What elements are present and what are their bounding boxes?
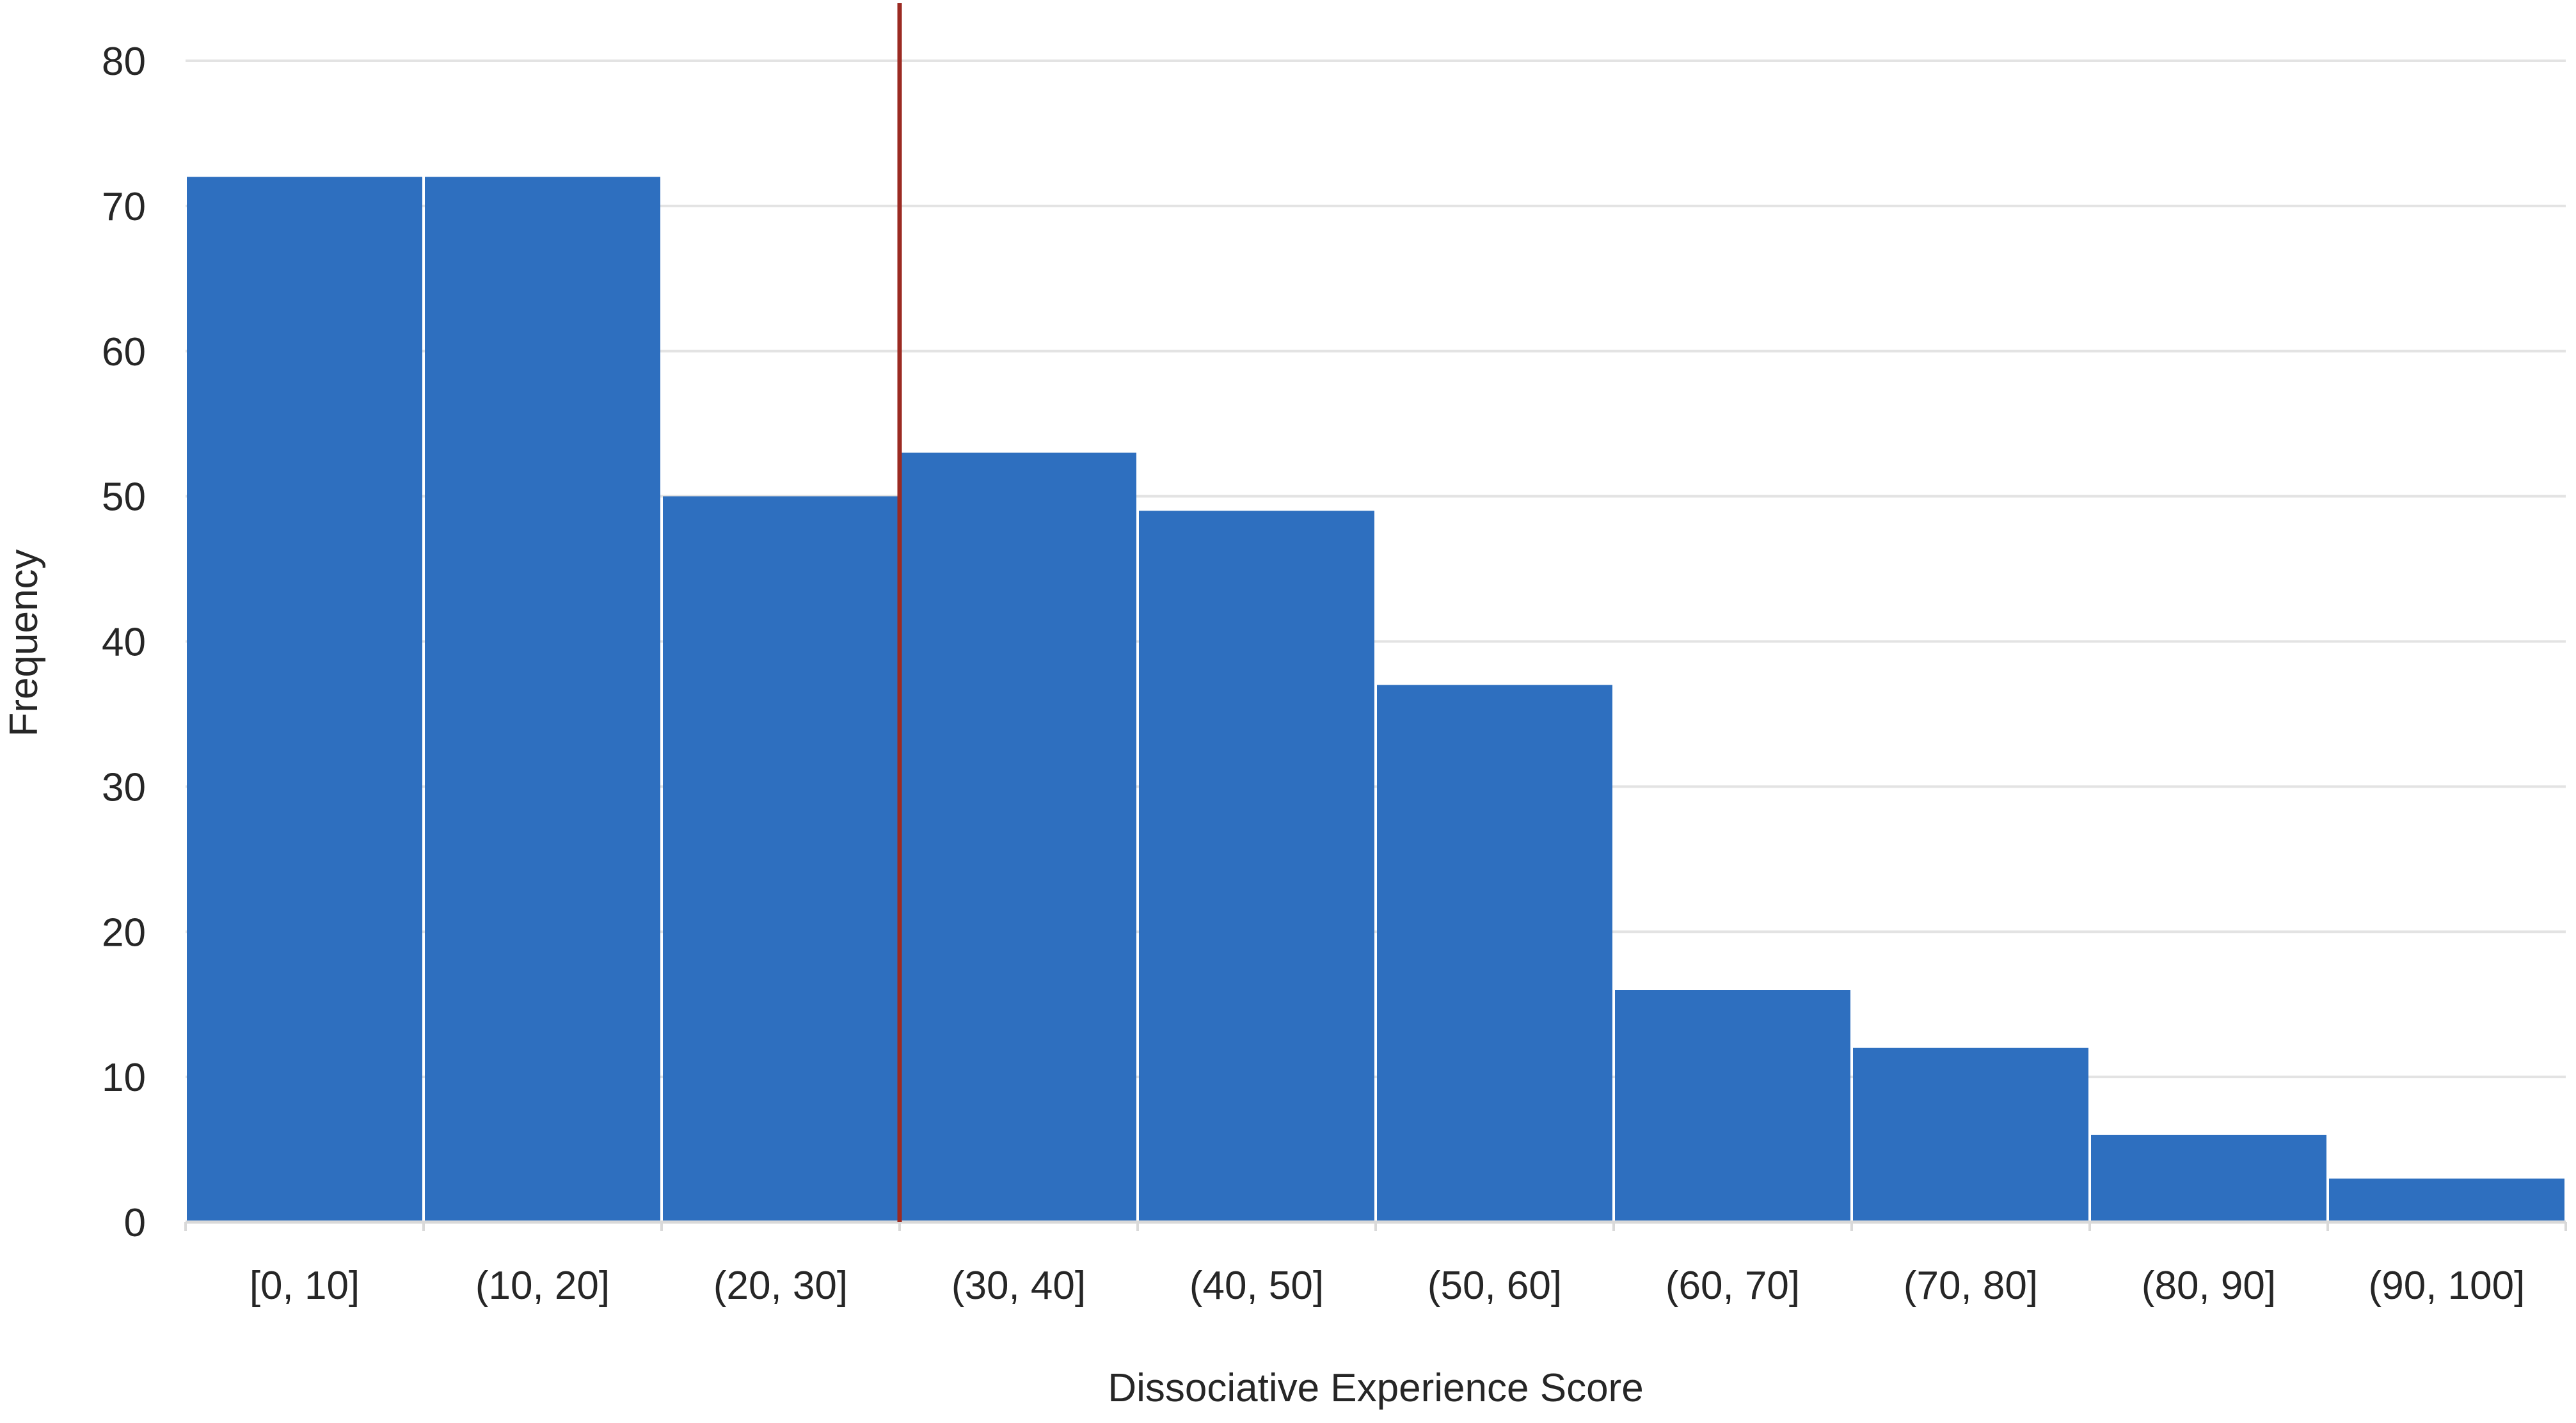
bar [2329, 1178, 2564, 1222]
y-tick-label: 10 [102, 1056, 146, 1100]
y-tick-label: 30 [102, 765, 146, 809]
x-tick-label: (30, 40] [951, 1264, 1086, 1308]
x-tick-label: (70, 80] [1904, 1264, 2038, 1308]
x-tick-label: (60, 70] [1666, 1264, 1800, 1308]
y-tick-label: 40 [102, 621, 146, 665]
y-tick-label: 70 [102, 185, 146, 229]
x-tick-label: (10, 20] [475, 1264, 610, 1308]
bar [2091, 1134, 2326, 1222]
bar [425, 177, 660, 1222]
y-tick-label: 80 [102, 40, 146, 84]
x-axis-title: Dissociative Experience Score [1108, 1366, 1643, 1410]
bar [1139, 511, 1374, 1222]
x-tick-label: (90, 100] [2369, 1264, 2525, 1308]
y-tick-label: 60 [102, 330, 146, 374]
bar [1615, 990, 1850, 1222]
y-tick-label: 50 [102, 475, 146, 520]
x-axis: [0, 10] (10, 20] (20, 30] (30, 40] (40, 50] (… [184, 1220, 2567, 1308]
x-tick-label: (80, 90] [2142, 1264, 2276, 1308]
y-tick-label: 20 [102, 910, 146, 955]
y-axis-title: Frequency [2, 550, 46, 737]
y-axis: 0 10 20 30 40 50 60 70 80 [102, 40, 146, 1245]
bar [187, 177, 422, 1222]
x-tick-label: (50, 60] [1427, 1264, 1562, 1308]
x-tick-label: (20, 30] [713, 1264, 848, 1308]
x-tick-label: [0, 10] [250, 1264, 360, 1308]
y-tick-label: 0 [124, 1201, 146, 1245]
bar [1853, 1047, 2088, 1222]
bar [1377, 685, 1612, 1222]
bars [187, 177, 2564, 1222]
x-tick-label: (40, 50] [1189, 1264, 1324, 1308]
bar [663, 496, 898, 1222]
bar [901, 452, 1136, 1222]
